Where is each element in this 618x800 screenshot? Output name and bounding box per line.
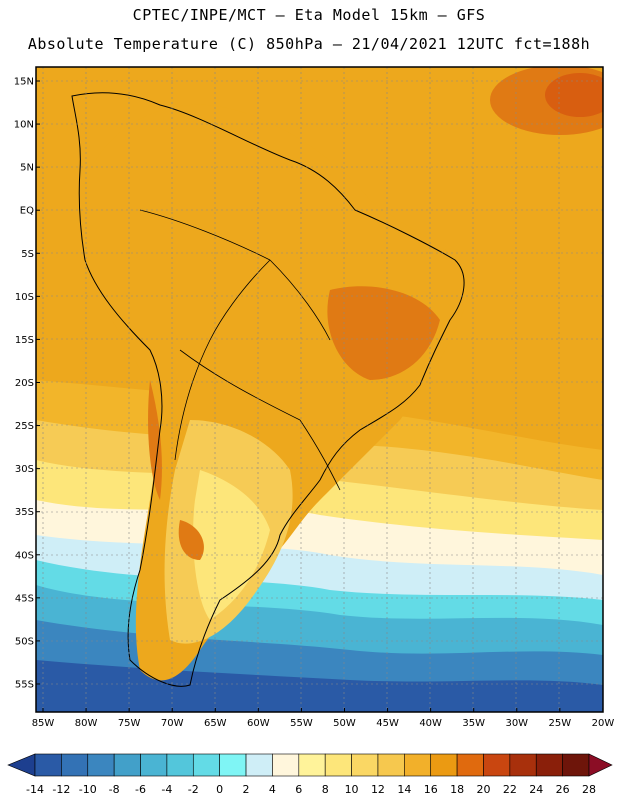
colorbar-box	[377, 753, 405, 777]
colorbar-low-arrow	[7, 753, 36, 777]
lat-label: 30S	[15, 464, 34, 475]
colorbar-box	[404, 753, 432, 777]
colorbar-label: -10	[79, 783, 97, 796]
lat-label: 35S	[15, 507, 34, 518]
longitude-labels: 85W 80W 75W 70W 65W 60W 55W 50W 45W 40W 35W 30W 25W 2…	[32, 708, 615, 729]
colorbar-label: 16	[424, 783, 438, 796]
temperature-field	[36, 67, 603, 712]
lon-label: 25W	[549, 718, 572, 729]
colorbar-box	[483, 753, 511, 777]
colorbar	[7, 753, 613, 777]
lat-label: 10S	[15, 292, 34, 303]
colorbar-label: 22	[503, 783, 517, 796]
lat-label: 15N	[14, 77, 34, 88]
colorbar-box	[272, 753, 300, 777]
colorbar-box	[430, 753, 458, 777]
colorbar-box	[192, 753, 220, 777]
lon-label: 20W	[592, 718, 615, 729]
colorbar-label: -8	[109, 783, 120, 796]
colorbar-box	[140, 753, 168, 777]
lat-label: 15S	[15, 335, 34, 346]
colorbar-label: -6	[135, 783, 146, 796]
colorbar-box	[324, 753, 352, 777]
lon-label: 55W	[290, 718, 313, 729]
colorbar-box	[61, 753, 89, 777]
lat-label: 25S	[15, 421, 34, 432]
lon-label: 40W	[419, 718, 442, 729]
colorbar-box	[245, 753, 273, 777]
lon-label: 70W	[161, 718, 184, 729]
colorbar-label: 8	[322, 783, 329, 796]
colorbar-label: 28	[582, 783, 596, 796]
colorbar-label: 10	[345, 783, 359, 796]
lat-label: 45S	[15, 593, 34, 604]
colorbar-box	[456, 753, 484, 777]
colorbar-label: 24	[529, 783, 543, 796]
colorbar-box	[219, 753, 247, 777]
lat-label: 10N	[14, 120, 34, 131]
colorbar-box	[298, 753, 326, 777]
lat-label: EQ	[20, 206, 34, 217]
lon-label: 60W	[247, 718, 270, 729]
colorbar-box	[509, 753, 537, 777]
lat-label: 20S	[15, 378, 34, 389]
chart-title-line2: Absolute Temperature (C) 850hPa – 21/04/…	[27, 35, 591, 53]
lat-label: 40S	[15, 550, 34, 561]
colorbar-label: 4	[269, 783, 276, 796]
lon-label: 85W	[32, 718, 55, 729]
colorbar-label: 18	[450, 783, 464, 796]
colorbar-box	[113, 753, 141, 777]
colorbar-box	[562, 753, 590, 777]
latitude-labels: 15N 10N 5N EQ 5S 10S 15S 20S 25S 30S 35S 40S 45S 50S 5…	[14, 77, 40, 690]
colorbar-box	[87, 753, 115, 777]
lon-label: 35W	[462, 718, 485, 729]
colorbar-label: 2	[243, 783, 250, 796]
lon-label: 80W	[75, 718, 98, 729]
colorbar-labels: -14 -12 -10 -8 -6 -4 -2 0 2 4 6 8 10 12 14 16 18 20 22 24 26…	[26, 783, 596, 796]
colorbar-label: -2	[188, 783, 199, 796]
lon-label: 50W	[333, 718, 356, 729]
colorbar-label: 26	[556, 783, 570, 796]
colorbar-label: -4	[161, 783, 172, 796]
map-frame	[35, 66, 604, 713]
chart-title-line1: CPTEC/INPE/MCT – Eta Model 15km – GFS	[132, 6, 486, 24]
lon-label: 45W	[376, 718, 399, 729]
colorbar-label: 20	[476, 783, 490, 796]
lat-label: 50S	[15, 636, 34, 647]
colorbar-label: 6	[295, 783, 302, 796]
colorbar-box	[535, 753, 563, 777]
colorbar-high-arrow	[588, 753, 613, 777]
colorbar-label: 0	[216, 783, 223, 796]
colorbar-label: -12	[52, 783, 70, 796]
lat-label: 5N	[20, 163, 34, 174]
colorbar-box	[34, 753, 62, 777]
colorbar-box	[166, 753, 194, 777]
lon-label: 75W	[118, 718, 141, 729]
lon-label: 65W	[204, 718, 227, 729]
lat-label: 55S	[15, 679, 34, 690]
lat-label: 5S	[21, 249, 34, 260]
colorbar-label: 14	[397, 783, 411, 796]
lon-label: 30W	[505, 718, 528, 729]
colorbar-label: -14	[26, 783, 44, 796]
colorbar-label: 12	[371, 783, 385, 796]
colorbar-box	[351, 753, 379, 777]
